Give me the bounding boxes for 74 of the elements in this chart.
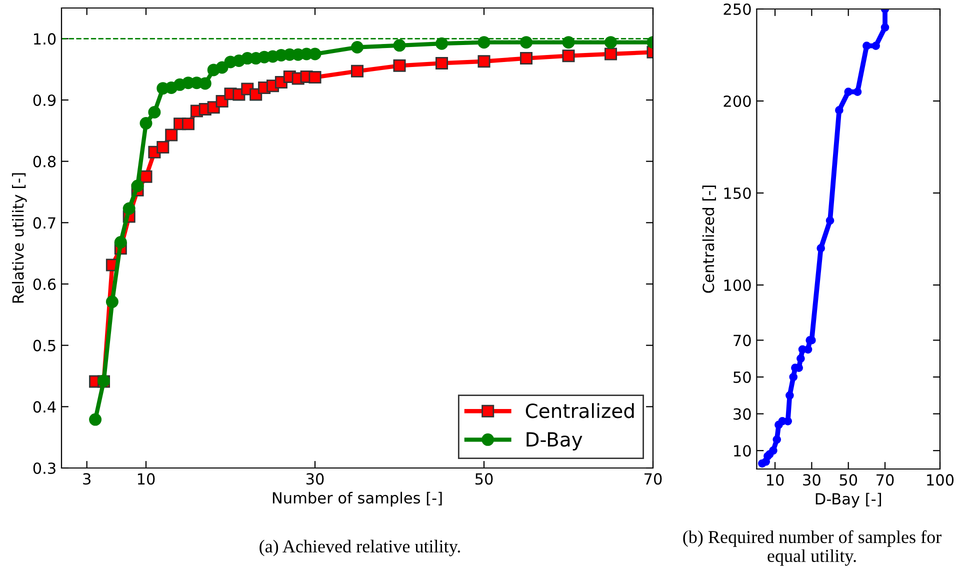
y-tick-label: 50 [734, 371, 751, 384]
x-tick-label: 30 [803, 474, 820, 486]
point [562, 36, 575, 49]
point [478, 36, 490, 49]
y-tick-label: 0.9 [33, 94, 56, 106]
x-axis-title: Number of samples [-] [272, 492, 442, 507]
x-tick-label: 10 [766, 474, 784, 486]
point [165, 128, 178, 142]
y-tick-label: 250 [724, 3, 751, 16]
point [604, 48, 617, 60]
x-tick-label: 30 [306, 473, 324, 485]
y-tick-label: 70 [734, 334, 751, 346]
point [114, 236, 127, 249]
y-tick-label: 0.7 [33, 217, 56, 229]
text: (b) Required number of samples for equal utility. [683, 530, 942, 566]
point [826, 216, 834, 225]
point [436, 56, 448, 70]
point [308, 71, 322, 84]
point [520, 52, 532, 65]
point [182, 118, 194, 130]
y-tick-label: 0.8 [33, 156, 56, 168]
y-tick-label: 0.5 [33, 340, 56, 352]
y-tick-label: 100 [724, 279, 751, 292]
y-axis-title: Relative utility [-] [12, 173, 27, 303]
y-tick-label: 0.6 [33, 278, 56, 290]
x-tick-label: 70 [876, 474, 894, 486]
point [106, 296, 118, 308]
x-tick-label: 50 [840, 474, 858, 486]
x-tick-label: 70 [644, 473, 662, 485]
x-tick-label: 10 [138, 473, 155, 485]
point [862, 42, 871, 50]
point [140, 170, 152, 183]
point [835, 106, 844, 114]
point [156, 140, 170, 154]
x-axis-title: D-Bay [-] [816, 492, 881, 508]
point [789, 372, 798, 382]
point [393, 39, 406, 52]
point [872, 42, 880, 50]
text: (a) Achieved relative utility. [260, 540, 460, 556]
y-tick-label: 1.0 [34, 33, 56, 45]
point [148, 106, 161, 119]
legend-label: D-Bay [526, 432, 582, 450]
y-axis-title: Centralized [-] [702, 186, 716, 293]
point [880, 23, 890, 32]
point [216, 61, 228, 74]
point [478, 55, 490, 68]
point [351, 64, 364, 78]
point [769, 446, 778, 455]
point [131, 180, 144, 192]
x-tick-label: 100 [927, 474, 954, 486]
point [393, 59, 406, 72]
point [436, 37, 448, 50]
point [140, 117, 152, 130]
point [122, 202, 136, 215]
y-tick-label: 0.4 [33, 401, 56, 413]
y-tick-label: 200 [724, 95, 751, 108]
y-tick-label: 150 [724, 187, 751, 200]
y-tick-label: 10 [734, 445, 751, 457]
point [796, 354, 805, 363]
x-tick-label: 3 [83, 473, 90, 485]
point [520, 36, 532, 49]
point [772, 435, 782, 444]
point [816, 244, 826, 252]
point [853, 88, 862, 96]
y-tick-label: 30 [734, 408, 751, 420]
point [786, 391, 794, 400]
point [844, 88, 853, 96]
y-tick-label: 0.3 [33, 462, 56, 474]
point [604, 36, 617, 49]
point [562, 50, 575, 62]
point [351, 41, 364, 54]
x-tick-label: 50 [475, 473, 493, 485]
legend-label: Centralized [526, 403, 634, 418]
point [89, 413, 102, 426]
